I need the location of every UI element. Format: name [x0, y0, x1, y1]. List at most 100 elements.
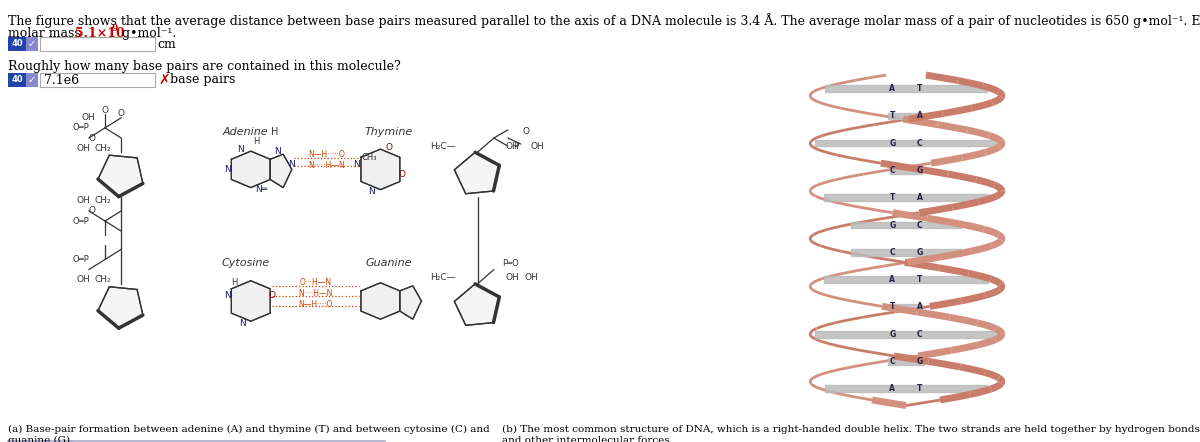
Text: C: C	[889, 166, 895, 175]
Text: G: G	[889, 330, 895, 339]
Text: OH: OH	[524, 273, 539, 282]
Text: OH: OH	[77, 196, 90, 205]
Text: g•mol⁻¹.: g•mol⁻¹.	[118, 27, 176, 40]
Polygon shape	[98, 155, 143, 197]
Text: O: O	[118, 109, 125, 118]
Text: N: N	[236, 145, 244, 154]
Text: 5.1×10: 5.1×10	[74, 27, 125, 40]
Text: H₂C—: H₂C—	[431, 141, 456, 151]
Text: H: H	[253, 137, 259, 145]
Text: Guanine: Guanine	[366, 258, 413, 267]
Polygon shape	[361, 283, 400, 319]
Text: A: A	[917, 111, 923, 120]
Text: Thymine: Thymine	[365, 127, 413, 137]
Text: 7.1e6: 7.1e6	[44, 73, 79, 87]
Text: G: G	[917, 166, 923, 175]
Text: O: O	[269, 291, 276, 301]
Polygon shape	[232, 281, 270, 321]
Text: N—H·····O: N—H·····O	[308, 150, 344, 159]
Text: C: C	[917, 139, 923, 148]
Text: N: N	[353, 160, 360, 169]
Text: base pairs: base pairs	[170, 73, 235, 87]
Text: O═P: O═P	[72, 123, 89, 133]
Text: G: G	[889, 221, 895, 229]
Text: Roughly how many base pairs are contained in this molecule?: Roughly how many base pairs are containe…	[8, 60, 401, 73]
Text: N═: N═	[256, 185, 268, 194]
Bar	[8, 73, 26, 87]
Text: OH: OH	[77, 144, 90, 152]
Text: N: N	[275, 147, 281, 156]
Text: N: N	[223, 291, 230, 301]
Text: The figure shows that the average distance between base pairs measured parallel : The figure shows that the average distan…	[8, 13, 1200, 28]
Text: CH₂: CH₂	[95, 275, 112, 284]
Text: T: T	[889, 193, 895, 202]
Text: A: A	[889, 384, 895, 393]
Text: CH₂: CH₂	[95, 196, 112, 205]
Text: CH₂: CH₂	[95, 144, 112, 152]
Text: H₂C—: H₂C—	[431, 273, 456, 282]
Text: OH: OH	[77, 275, 90, 284]
Text: N: N	[288, 160, 295, 169]
Text: (b) The most common structure of DNA, which is a right-handed double helix. The : (b) The most common structure of DNA, wh…	[502, 425, 1200, 442]
Text: T: T	[889, 302, 895, 312]
Text: molar mass: molar mass	[8, 27, 85, 40]
Text: OH: OH	[505, 141, 520, 151]
Polygon shape	[400, 286, 421, 319]
Text: A: A	[917, 193, 923, 202]
Text: 40: 40	[11, 39, 23, 49]
Text: (a) Base-pair formation between adenine (A) and thymine (T) and between cytosine: (a) Base-pair formation between adenine …	[8, 425, 490, 442]
Text: G: G	[889, 139, 895, 148]
Text: OH: OH	[530, 141, 544, 151]
Text: H: H	[271, 127, 278, 137]
Polygon shape	[455, 284, 499, 325]
Polygon shape	[270, 154, 292, 187]
Text: cm: cm	[157, 38, 175, 50]
Text: N—H····O: N—H····O	[299, 300, 332, 309]
Text: C: C	[889, 357, 895, 366]
Polygon shape	[361, 149, 400, 190]
Text: P═O: P═O	[502, 259, 518, 268]
Text: 40: 40	[11, 76, 23, 84]
Text: ✗: ✗	[158, 73, 169, 87]
Text: T: T	[917, 384, 923, 393]
Text: Cytosine: Cytosine	[221, 258, 270, 267]
Text: O: O	[385, 143, 392, 152]
Text: C: C	[917, 330, 923, 339]
Text: O: O	[89, 133, 96, 142]
Text: O: O	[398, 170, 406, 179]
Text: ✓: ✓	[28, 39, 36, 49]
Text: OH: OH	[82, 113, 96, 122]
Text: N····H—N: N····H—N	[299, 290, 332, 298]
Text: O: O	[102, 106, 108, 115]
Text: C: C	[889, 248, 895, 257]
Text: N: N	[239, 319, 246, 328]
Text: A: A	[889, 275, 895, 284]
Text: G: G	[917, 357, 923, 366]
Text: OH: OH	[505, 273, 520, 282]
Text: P: P	[512, 141, 518, 151]
Text: N: N	[368, 187, 376, 196]
Text: O: O	[523, 127, 529, 137]
Bar	[40, 73, 155, 87]
Text: A: A	[917, 302, 923, 312]
Bar	[40, 37, 155, 51]
Polygon shape	[232, 151, 270, 187]
Text: ✓: ✓	[28, 75, 36, 85]
Text: T: T	[917, 275, 923, 284]
Bar	[26, 37, 38, 51]
Text: N·····H—N: N·····H—N	[308, 161, 344, 170]
Text: O: O	[89, 206, 96, 215]
Text: N: N	[223, 165, 230, 174]
Polygon shape	[455, 152, 499, 194]
Text: 9: 9	[112, 24, 118, 33]
Text: T: T	[917, 84, 923, 93]
Bar	[26, 73, 38, 87]
Text: O═P: O═P	[72, 217, 89, 225]
Bar	[8, 37, 26, 51]
Text: CH₃: CH₃	[362, 153, 377, 162]
Text: G: G	[917, 248, 923, 257]
Text: Adenine: Adenine	[222, 127, 269, 137]
Text: O═P: O═P	[72, 255, 89, 264]
Text: H: H	[232, 278, 238, 287]
Text: A: A	[889, 84, 895, 93]
